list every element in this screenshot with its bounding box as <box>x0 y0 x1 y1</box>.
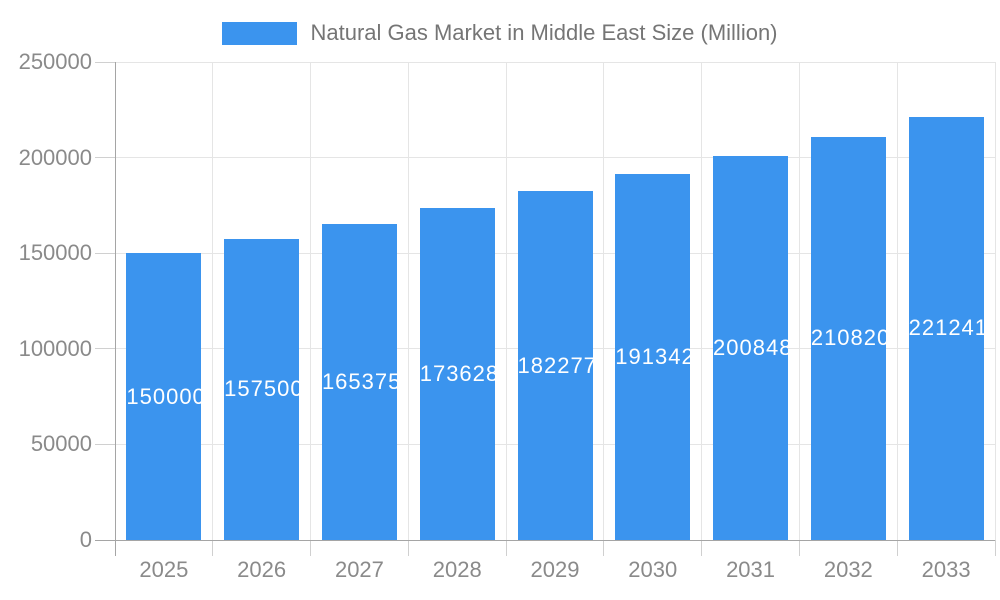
x-gridline <box>896 62 898 540</box>
y-tick <box>95 443 115 445</box>
y-tick <box>95 348 115 350</box>
y-tick <box>95 252 115 254</box>
y-tick-label: 150000 <box>18 240 92 266</box>
x-axis-line <box>95 539 995 541</box>
bar-value-label: 200848 <box>713 334 789 360</box>
bar[interactable]: 157500 <box>224 238 300 540</box>
x-tick <box>310 540 312 556</box>
x-tick-label: 2029 <box>530 557 580 582</box>
x-tick-label: 2032 <box>823 557 873 582</box>
x-tick-label: 2026 <box>237 557 287 582</box>
bar[interactable]: 200848 <box>713 155 789 540</box>
y-axis-line <box>114 62 116 556</box>
chart-legend[interactable]: Natural Gas Market in Middle East Size (… <box>0 21 1000 45</box>
bar[interactable]: 173628 <box>419 208 495 540</box>
x-tick <box>212 540 214 556</box>
y-tick <box>95 61 115 63</box>
x-gridline <box>994 62 996 540</box>
x-tick <box>505 540 507 556</box>
bar-value-label: 165375 <box>321 368 397 394</box>
bar[interactable]: 150000 <box>126 253 202 540</box>
bar-value-label: 182277 <box>517 352 593 378</box>
bar[interactable]: 182277 <box>517 191 593 540</box>
x-tick-label: 2031 <box>726 557 776 582</box>
y-tick-label: 100000 <box>18 335 92 361</box>
bar-value-label: 157500 <box>224 376 300 402</box>
x-tick-label: 2033 <box>921 557 971 582</box>
x-tick-label: 2028 <box>432 557 482 582</box>
x-tick-label: 2030 <box>628 557 678 582</box>
bar-value-label: 173628 <box>419 361 495 386</box>
y-tick-label: 200000 <box>18 144 92 170</box>
x-tick <box>896 540 898 556</box>
bar-value-label: 210820 <box>810 325 886 351</box>
legend-swatch <box>222 21 298 45</box>
x-gridline <box>603 62 605 540</box>
x-gridline <box>310 62 312 540</box>
x-tick <box>407 540 409 556</box>
bar[interactable]: 191342 <box>615 174 691 540</box>
y-tick <box>95 157 115 159</box>
y-tick-label: 0 <box>79 527 92 552</box>
x-gridline <box>212 62 214 540</box>
x-gridline <box>505 62 507 540</box>
bar-value-label: 221241 <box>908 315 984 341</box>
x-tick <box>603 540 605 556</box>
x-gridline <box>701 62 703 540</box>
x-tick-label: 2025 <box>139 557 189 582</box>
x-tick <box>701 540 703 556</box>
y-tick-label: 250000 <box>18 49 92 74</box>
legend-label: Natural Gas Market in Middle East Size (… <box>310 20 778 45</box>
bar[interactable]: 221241 <box>908 116 984 540</box>
bar-value-label: 191342 <box>615 344 691 370</box>
bar[interactable]: 165375 <box>321 223 397 540</box>
y-tick-label: 50000 <box>30 431 92 457</box>
x-gridline <box>798 62 800 540</box>
x-gridline <box>407 62 409 540</box>
y-gridline <box>115 61 995 63</box>
bar[interactable]: 210820 <box>810 136 886 540</box>
x-tick <box>798 540 800 556</box>
y-gridline <box>115 157 995 159</box>
x-tick <box>994 540 996 556</box>
x-tick-label: 2027 <box>334 557 384 582</box>
bar-value-label: 150000 <box>126 383 202 409</box>
